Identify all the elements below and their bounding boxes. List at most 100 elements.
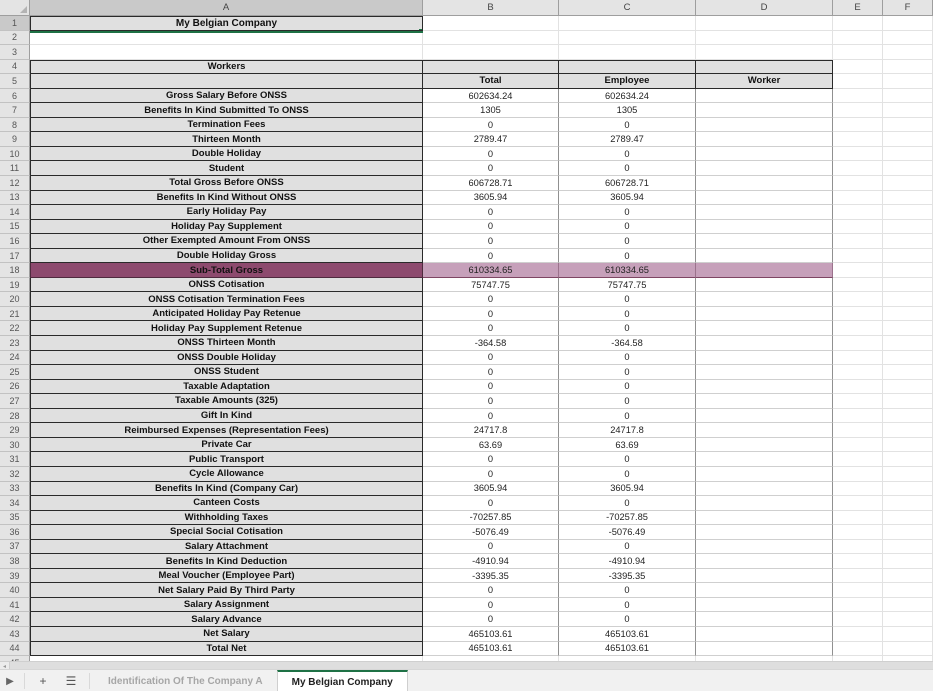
employee-value[interactable]: 0 — [559, 612, 696, 627]
worker-value[interactable] — [696, 219, 833, 235]
empty-cell[interactable] — [696, 656, 833, 661]
empty-cell[interactable] — [833, 466, 883, 482]
row-header-22[interactable]: 22 — [0, 321, 30, 337]
empty-cell[interactable] — [883, 190, 933, 206]
empty-cell[interactable] — [833, 583, 883, 598]
row-header-40[interactable]: 40 — [0, 583, 30, 598]
empty-cell[interactable] — [833, 510, 883, 526]
employee-value[interactable]: 3605.94 — [559, 481, 696, 497]
empty-cell[interactable] — [883, 496, 933, 511]
empty-cell[interactable] — [833, 59, 883, 75]
empty-cell[interactable] — [833, 45, 883, 60]
empty-cell[interactable] — [833, 132, 883, 147]
row-label[interactable]: Reimbursed Expenses (Representation Fees… — [30, 423, 423, 438]
empty-cell[interactable] — [883, 437, 933, 453]
employee-value[interactable]: 0 — [559, 583, 696, 598]
row-header-21[interactable]: 21 — [0, 306, 30, 322]
select-all-corner[interactable] — [0, 0, 30, 16]
row-header-27[interactable]: 27 — [0, 394, 30, 409]
row-header-23[interactable]: 23 — [0, 336, 30, 351]
employee-value[interactable]: 0 — [559, 452, 696, 467]
row-label[interactable]: Taxable Adaptation — [30, 379, 423, 395]
empty-cell[interactable] — [883, 103, 933, 118]
table-header-employee[interactable]: Employee — [559, 74, 696, 89]
row-header-43[interactable]: 43 — [0, 626, 30, 642]
employee-value[interactable]: 0 — [559, 292, 696, 307]
empty-cell[interactable] — [883, 132, 933, 147]
employee-value[interactable]: 0 — [559, 539, 696, 555]
empty-cell[interactable] — [883, 379, 933, 395]
employee-value[interactable]: 0 — [559, 394, 696, 409]
empty-cell[interactable] — [833, 365, 883, 380]
empty-cell[interactable] — [833, 263, 883, 278]
empty-cell[interactable] — [833, 176, 883, 191]
empty-cell[interactable] — [833, 626, 883, 642]
empty-cell[interactable] — [833, 539, 883, 555]
total-value[interactable]: 465103.61 — [423, 641, 559, 657]
total-value[interactable]: 0 — [423, 117, 559, 133]
employee-value[interactable]: 0 — [559, 161, 696, 177]
column-header-D[interactable]: D — [696, 0, 833, 16]
total-value[interactable]: 0 — [423, 234, 559, 249]
empty-cell[interactable] — [883, 597, 933, 613]
empty-cell[interactable] — [833, 161, 883, 177]
empty-cell[interactable] — [883, 45, 933, 60]
empty-cell[interactable] — [883, 306, 933, 322]
row-header-10[interactable]: 10 — [0, 146, 30, 162]
empty-cell[interactable] — [833, 554, 883, 569]
total-value[interactable]: 606728.71 — [423, 176, 559, 191]
employee-value[interactable]: 465103.61 — [559, 626, 696, 642]
employee-value[interactable]: 0 — [559, 248, 696, 264]
empty-cell[interactable] — [883, 612, 933, 627]
total-value[interactable]: 0 — [423, 146, 559, 162]
total-value[interactable]: -364.58 — [423, 336, 559, 351]
row-header-44[interactable]: 44 — [0, 641, 30, 657]
empty-cell[interactable] — [833, 597, 883, 613]
empty-cell[interactable] — [833, 656, 883, 661]
row-label[interactable]: Thirteen Month — [30, 132, 423, 147]
employee-value[interactable]: 0 — [559, 321, 696, 337]
empty-cell[interactable] — [833, 88, 883, 104]
empty-cell[interactable] — [833, 74, 883, 89]
total-value[interactable]: 0 — [423, 292, 559, 307]
empty-cell[interactable] — [559, 656, 696, 661]
worker-value[interactable] — [696, 525, 833, 540]
worker-value[interactable] — [696, 292, 833, 307]
empty-cell[interactable] — [883, 146, 933, 162]
row-header-35[interactable]: 35 — [0, 510, 30, 526]
company-title-cell[interactable]: My Belgian Company — [30, 16, 423, 31]
row-header-3[interactable]: 3 — [0, 45, 30, 60]
employee-value[interactable]: 0 — [559, 219, 696, 235]
worker-value[interactable] — [696, 117, 833, 133]
row-label[interactable]: Termination Fees — [30, 117, 423, 133]
row-label[interactable]: Sub-Total Gross — [30, 263, 423, 278]
empty-cell[interactable] — [833, 205, 883, 220]
row-header-11[interactable]: 11 — [0, 161, 30, 177]
sheet-menu-icon[interactable]: ☰ — [65, 674, 77, 688]
worker-value[interactable] — [696, 641, 833, 657]
row-header-34[interactable]: 34 — [0, 496, 30, 511]
total-value[interactable]: 602634.24 — [423, 88, 559, 104]
row-label[interactable]: Net Salary Paid By Third Party — [30, 583, 423, 598]
empty-cell[interactable] — [833, 306, 883, 322]
worker-value[interactable] — [696, 612, 833, 627]
empty-cell[interactable] — [833, 190, 883, 206]
worker-value[interactable] — [696, 626, 833, 642]
total-value[interactable]: 0 — [423, 321, 559, 337]
total-value[interactable]: 0 — [423, 496, 559, 511]
empty-cell[interactable] — [30, 45, 423, 60]
row-header-24[interactable]: 24 — [0, 350, 30, 366]
empty-cell[interactable] — [883, 481, 933, 497]
row-label[interactable]: Double Holiday — [30, 146, 423, 162]
empty-cell[interactable] — [883, 30, 933, 46]
empty-cell[interactable] — [30, 30, 423, 46]
empty-cell[interactable] — [833, 437, 883, 453]
empty-cell[interactable] — [883, 59, 933, 75]
empty-cell[interactable] — [883, 88, 933, 104]
scroll-left-icon[interactable]: ◂ — [0, 662, 10, 670]
row-header-41[interactable]: 41 — [0, 597, 30, 613]
total-value[interactable]: 0 — [423, 161, 559, 177]
empty-cell[interactable] — [883, 205, 933, 220]
table-header-total[interactable]: Total — [423, 74, 559, 89]
worker-value[interactable] — [696, 408, 833, 424]
